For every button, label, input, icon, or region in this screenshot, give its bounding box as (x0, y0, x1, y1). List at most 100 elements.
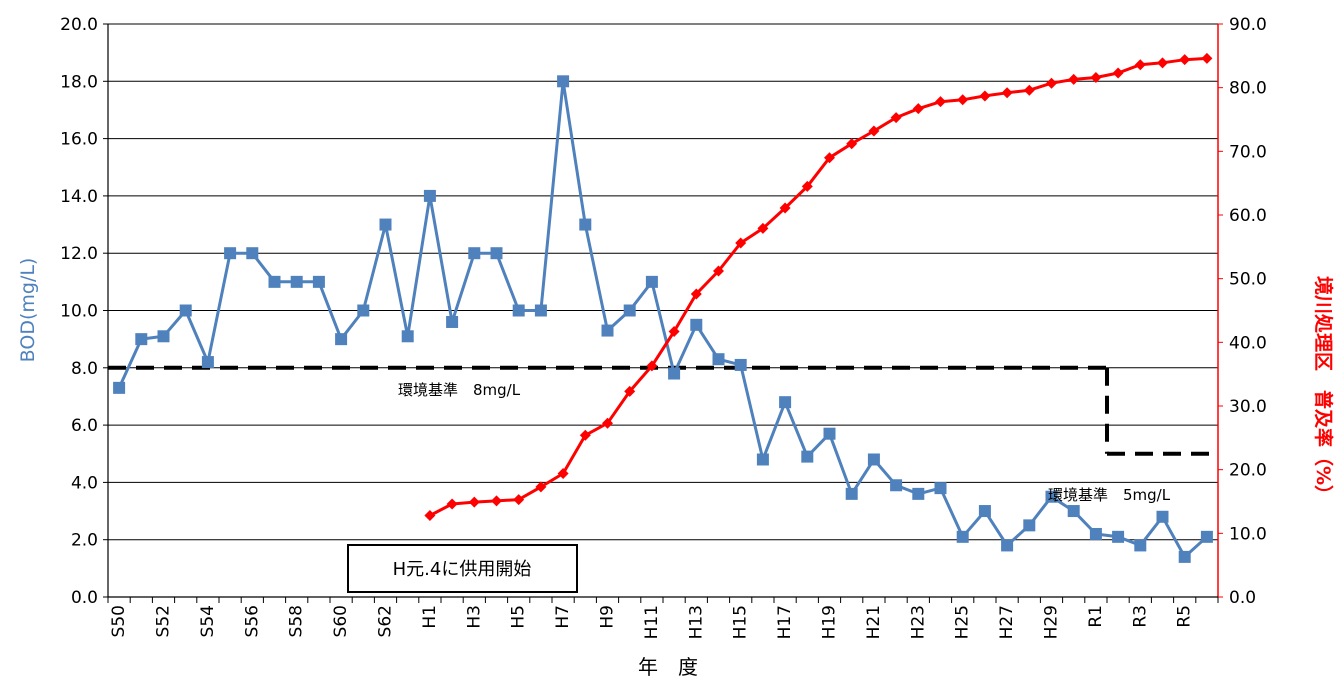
bod-point-S56 (246, 247, 259, 260)
x-tick-label-10: H7 (553, 605, 573, 629)
x-tick-label-5: S60 (331, 605, 351, 637)
bod-point-H27 (1001, 539, 1014, 552)
x-tick-label-21: H29 (1042, 605, 1062, 639)
x-tick-label-2: S54 (198, 605, 218, 637)
bod-point-S57 (268, 275, 281, 288)
x-tick-label-1: S52 (154, 605, 174, 637)
x-tick-label-16: H19 (820, 605, 840, 639)
y-left-tick-label-10: 20.0 (60, 15, 98, 35)
bod-point-S50 (113, 381, 126, 394)
coverage-point-H26 (979, 90, 991, 102)
coverage-point-H27 (1001, 87, 1013, 99)
bod-point-S62 (379, 218, 392, 231)
bod-point-H21 (867, 453, 880, 466)
bod-point-H4 (490, 247, 503, 260)
y-left-tick-label-4: 8.0 (71, 359, 98, 379)
bod-point-H6 (534, 304, 547, 317)
coverage-point-H22 (890, 112, 902, 124)
y-left-tick-label-9: 18.0 (60, 72, 98, 92)
coverage-point-R4 (1157, 57, 1168, 69)
bod-point-H1 (423, 189, 436, 202)
left-axis-ticks: 0.0 2.0 4.0 6.0 8.0 10.0 12.0 14.0 16.0 18.0 20.0 (60, 15, 108, 608)
y-right-tick-label-9: 90.0 (1229, 15, 1267, 35)
bod-point-H19 (823, 427, 836, 440)
y-right-tick-label-2: 20.0 (1229, 461, 1267, 481)
bod-point-H26 (978, 505, 991, 518)
annotation-text: H元.4に供用開始 (393, 559, 532, 580)
bod-point-R6 (1200, 530, 1213, 543)
coverage-point-H11 (646, 360, 658, 372)
x-axis-title: 年 度 (638, 655, 698, 679)
bod-point-H15 (734, 358, 747, 371)
coverage-point-H23 (912, 103, 924, 115)
coverage-point-H10 (624, 385, 636, 397)
coverage-point-R1 (1090, 71, 1102, 83)
series-coverage (424, 52, 1213, 522)
bod-point-H14 (712, 353, 725, 366)
coverage-point-H6 (535, 481, 547, 493)
bod-point-S58 (290, 275, 303, 288)
x-tick-label-20: H27 (997, 605, 1017, 639)
y-right-axis-title: 境川処理区 普及率（%） (1312, 276, 1335, 504)
bod-point-H20 (845, 487, 858, 500)
bod-point-H30 (1067, 505, 1080, 518)
coverage-point-H24 (935, 96, 946, 108)
bod-point-H29 (1045, 490, 1058, 503)
y-left-tick-label-2: 4.0 (71, 473, 98, 493)
bod-point-H28 (1023, 519, 1036, 532)
bod-point-R4 (1156, 510, 1169, 523)
bod-point-H8 (579, 218, 592, 231)
bod-point-H17 (779, 396, 792, 409)
bod-line (117, 79, 1208, 559)
annotation-box (347, 544, 578, 593)
bod-point-R1 (1089, 527, 1102, 540)
y-left-tick-label-6: 12.0 (60, 244, 98, 264)
y-left-tick-label-7: 14.0 (60, 187, 98, 207)
bod-point-S52 (157, 330, 170, 343)
coverage-point-H29 (1046, 77, 1057, 89)
x-tick-label-23: R3 (1130, 605, 1150, 628)
bod-point-H3 (468, 247, 481, 260)
coverage-point-H12 (668, 326, 680, 338)
bod-point-H9 (601, 324, 614, 337)
y-left-tick-label-0: 0.0 (71, 588, 98, 608)
coverage-point-H21 (868, 125, 880, 137)
coverage-point-H13 (690, 288, 702, 300)
y-left-tick-label-1: 2.0 (71, 531, 98, 551)
y-right-tick-label-4: 40.0 (1229, 333, 1267, 353)
coverage-point-R5 (1179, 54, 1191, 66)
bod-point-H23 (912, 487, 925, 500)
coverage-point-H30 (1068, 73, 1080, 85)
coverage-point-H25 (957, 94, 969, 106)
bod-point-S63 (401, 330, 414, 343)
x-tick-label-13: H13 (686, 605, 706, 639)
bod-point-H2 (446, 315, 459, 328)
y-left-tick-label-5: 10.0 (60, 302, 98, 322)
coverage-point-H8 (579, 429, 591, 441)
bod-point-S59 (312, 275, 325, 288)
bod-point-H13 (690, 318, 703, 331)
bod-point-S53 (179, 304, 192, 317)
y-left-tick-label-3: 6.0 (71, 416, 98, 436)
y-right-tick-label-5: 50.0 (1229, 270, 1267, 290)
bod-point-H25 (956, 530, 969, 543)
x-tick-label-3: S56 (242, 605, 262, 637)
bod-point-R2 (1112, 530, 1125, 543)
x-tick-label-24: R5 (1175, 605, 1195, 628)
x-tick-label-0: S50 (109, 605, 129, 637)
x-tick-label-8: H3 (464, 605, 484, 629)
series-bod (113, 75, 1213, 563)
coverage-point-H7 (557, 467, 569, 479)
y-right-tick-label-8: 80.0 (1229, 79, 1267, 99)
bod-point-H16 (756, 453, 769, 466)
y-right-tick-label-0: 0.0 (1229, 588, 1256, 608)
y-right-tick-label-1: 10.0 (1229, 524, 1267, 544)
coverage-point-H2 (446, 498, 458, 510)
bod-point-H5 (512, 304, 525, 317)
x-tick-label-12: H11 (642, 605, 662, 639)
x-tick-label-6: S62 (376, 605, 396, 637)
coverage-point-H14 (713, 265, 724, 277)
gridlines (108, 23, 1218, 598)
y-left-axis-title: BOD(mg/L) (17, 258, 39, 363)
